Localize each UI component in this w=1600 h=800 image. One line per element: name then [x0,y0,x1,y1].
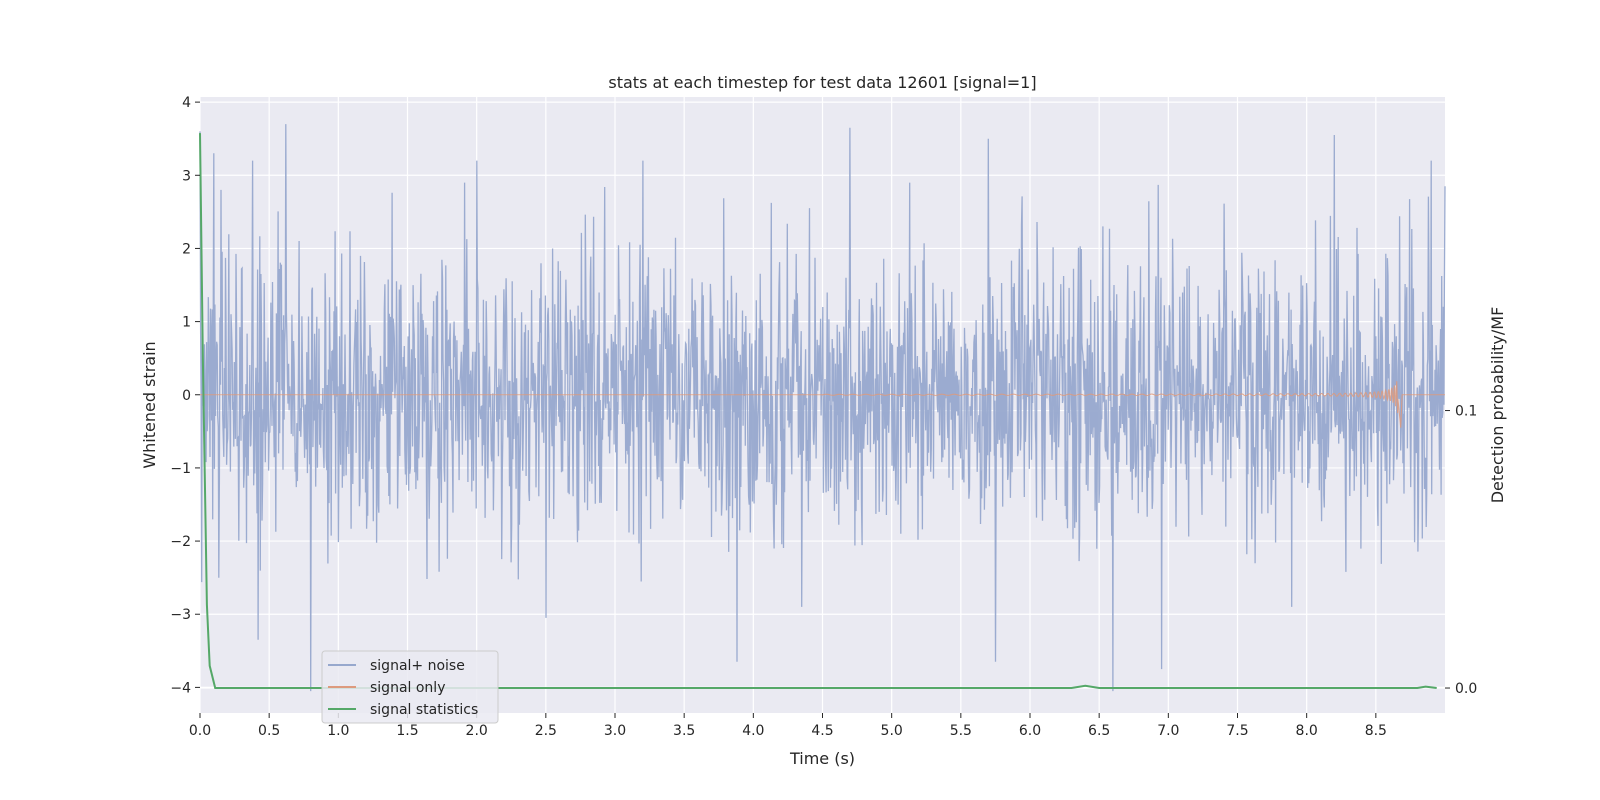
x-tick-label: 0.5 [258,723,280,739]
x-tick-label: 7.0 [1157,723,1179,739]
x-tick-label: 4.0 [742,723,764,739]
x-axis-label: Time (s) [789,749,855,768]
x-tick-label: 4.5 [811,723,833,739]
legend-entry: signal statistics [370,702,478,718]
series-signal-statistics [199,133,1437,689]
y-tick-label: 0 [182,388,191,404]
x-tick-label: 6.0 [1019,723,1041,739]
x-tick-label: 2.0 [466,723,488,739]
x-tick-label: 1.5 [396,723,418,739]
y-tick-label: 3 [182,168,191,184]
y-tick-label: −2 [170,534,191,550]
legend: signal+ noise signal only signal statistic… [321,650,499,724]
ticks: 0.0 0.5 1.0 1.5 2.0 2.5 3.0 3.5 4.0 4.5 5.0 5.5 6.0 6… [170,95,1477,739]
y-tick-label: −1 [170,461,191,477]
x-tick-label: 0.0 [189,723,211,739]
signal-statistics-line [199,133,1437,689]
y-axis-right-label: Detection probability/MF [1488,307,1507,504]
signal-noise-line [199,124,1446,692]
y-tick-label: 2 [182,241,191,257]
series-signal-noise [199,124,1446,692]
series-signal-only [200,381,1445,428]
legend-entry: signal only [370,680,445,696]
y-axis-label: Whitened strain [140,341,159,468]
x-tick-label: 1.0 [327,723,349,739]
y-right-tick-label: 0.1 [1455,404,1477,420]
x-tick-label: 5.5 [950,723,972,739]
x-tick-label: 3.0 [604,723,626,739]
x-tick-label: 2.5 [535,723,557,739]
y-tick-label: −4 [170,680,191,696]
y-tick-label: 4 [182,95,191,111]
y-right-tick-label: 0.0 [1455,681,1477,697]
x-tick-label: 6.5 [1088,723,1110,739]
x-tick-label: 8.0 [1296,723,1318,739]
x-tick-label: 7.5 [1226,723,1248,739]
signal-only-line [200,381,1445,428]
x-tick-label: 5.0 [881,723,903,739]
legend-box [321,650,499,724]
y-tick-label: 1 [182,315,191,331]
legend-entry: signal+ noise [370,658,465,674]
x-tick-label: 8.5 [1365,723,1387,739]
y-tick-label: −3 [170,607,191,623]
x-tick-label: 3.5 [673,723,695,739]
chart-title: stats at each timestep for test data 126… [608,73,1036,92]
